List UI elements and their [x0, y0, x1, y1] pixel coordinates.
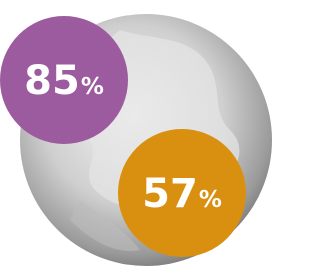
badge-unit: % [199, 187, 222, 213]
badge: 57% [118, 129, 246, 257]
badge-unit: % [81, 74, 104, 100]
infographic: 85%57% [0, 0, 279, 268]
badge-number: 57 [142, 171, 198, 217]
badge-number: 85 [24, 58, 80, 104]
badge: 85% [0, 16, 128, 144]
